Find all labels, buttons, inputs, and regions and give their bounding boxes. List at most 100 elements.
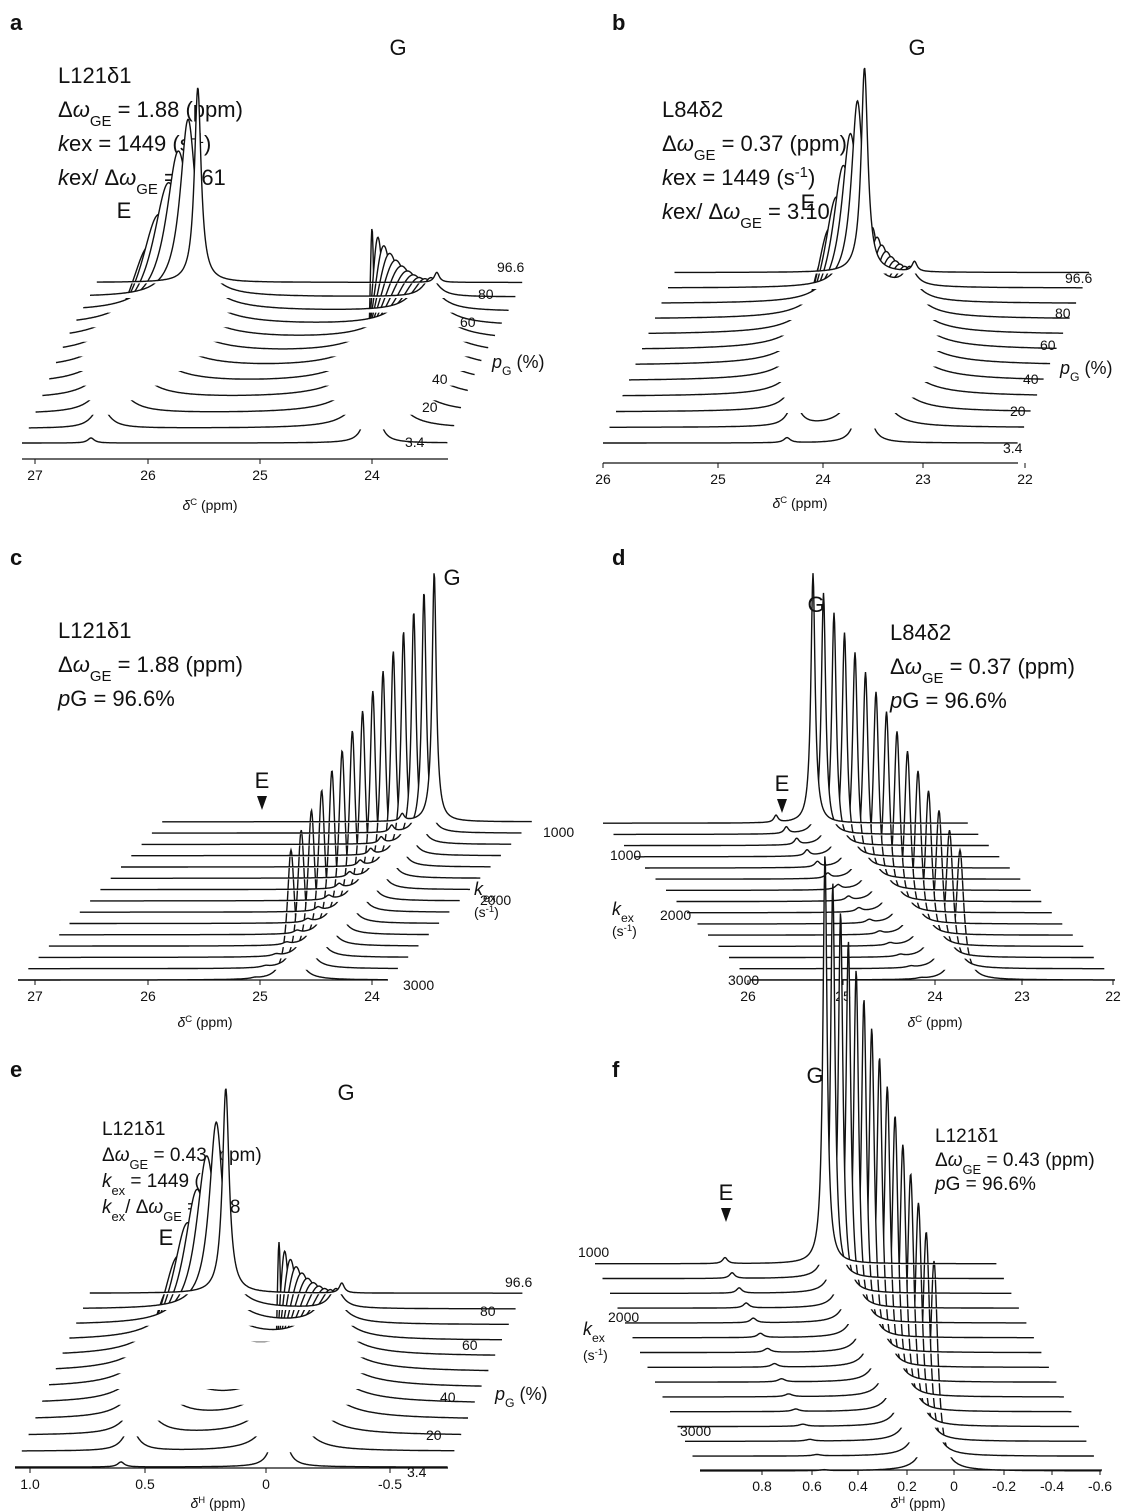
x-tick-label: 27 <box>27 467 43 483</box>
x-tick-label: 27 <box>27 988 43 1004</box>
x-tick-label: 26 <box>140 988 156 1004</box>
spectrum-trace <box>79 730 450 913</box>
spectrum-trace <box>613 592 979 836</box>
info-line: L84δ2 <box>662 97 723 122</box>
series-label: pG (%) <box>1059 358 1113 384</box>
spectrum-trace <box>38 807 409 959</box>
spectrum-trace <box>110 671 481 879</box>
trace-label: 96.6 <box>505 1274 532 1290</box>
x-tick-label: 24 <box>927 988 943 1004</box>
series-unit: (s-1) <box>612 923 637 940</box>
panel-letter: d <box>612 545 625 570</box>
trace-label: 60 <box>1040 337 1056 353</box>
x-tick-label: 26 <box>740 988 756 1004</box>
series-label: kex <box>612 899 634 925</box>
info-line: L121δ1 <box>58 63 131 88</box>
spectrum-trace <box>603 573 968 824</box>
trace-label: 3.4 <box>405 434 425 450</box>
spectrum-trace <box>151 593 522 834</box>
spectrum-trace <box>28 829 398 970</box>
panel-letter: b <box>612 10 625 35</box>
trace-label: 20 <box>426 1427 442 1443</box>
spectrum-trace <box>617 941 1019 1309</box>
panel-c: c L121δ1 ΔωGE = 1.88 (ppm)pG = 96.6% 27 26 25… <box>10 545 574 1030</box>
peak-label-g: G <box>337 1080 354 1105</box>
spectrum-trace <box>739 830 1105 970</box>
spectrum-trace <box>76 1155 509 1325</box>
x-tick-label: 25 <box>710 471 726 487</box>
spectrum-trace <box>89 1088 523 1294</box>
trace-label: 2000 <box>480 892 511 908</box>
spectrum-trace <box>28 1258 462 1436</box>
spectrum-trace <box>718 790 1084 947</box>
x-tick-label: 0 <box>950 1478 958 1494</box>
x-tick-label: 26 <box>595 471 611 487</box>
spectrum-trace <box>655 1086 1057 1383</box>
spectrum-trace <box>90 710 460 902</box>
spectrum-trace <box>609 214 1025 428</box>
peak-label-g: G <box>806 1063 823 1088</box>
x-tick-label: -0.5 <box>378 1476 402 1492</box>
panel-letter: a <box>10 10 23 35</box>
spectrum-trace <box>21 1249 455 1452</box>
trace-label: 20 <box>422 399 438 415</box>
info-line: ΔωGE = 1.88 (ppm) <box>58 652 243 685</box>
panel-f: f L121δ1 ΔωGE = 0.43 (ppm)pG = 96.6% 0.8 0.6… <box>578 856 1112 1511</box>
peak-label-e: E <box>255 768 270 793</box>
spectrum-trace <box>69 1188 502 1341</box>
trace-label: 3.4 <box>407 1464 427 1480</box>
series-label: pG (%) <box>494 1384 548 1410</box>
info-line: L121δ1 <box>935 1126 998 1147</box>
peak-label-e: E <box>775 771 790 796</box>
trace-label: 40 <box>432 371 448 387</box>
spectrum-trace <box>141 613 512 846</box>
spectrum-trace <box>674 67 1090 274</box>
panel-letter: e <box>10 1057 22 1082</box>
x-axis-label: δC (ppm) <box>907 1014 962 1031</box>
spectrum-trace <box>59 770 429 936</box>
panel-letter: f <box>612 1057 620 1082</box>
x-tick-label: -0.2 <box>992 1478 1016 1494</box>
spectrum-trace <box>96 87 523 284</box>
info-line: L84δ2 <box>890 620 951 645</box>
peak-label-e: E <box>801 190 816 215</box>
peak-label-e: E <box>117 198 132 223</box>
spectrum-trace <box>48 788 419 947</box>
x-tick-label: 22 <box>1105 988 1121 1004</box>
spectrum-trace <box>697 751 1063 925</box>
spectrum-trace <box>624 612 989 847</box>
series-label: kex <box>474 879 496 905</box>
spectrum-trace <box>83 1120 516 1310</box>
x-tick-label: 0.8 <box>752 1478 772 1494</box>
info-line: L121δ1 <box>102 1119 165 1140</box>
spectrum-trace <box>69 749 440 925</box>
series-unit: (s-1) <box>583 1347 608 1364</box>
arrow-down-icon <box>257 796 267 810</box>
trace-label: 96.6 <box>1065 270 1092 286</box>
spectrum-trace <box>640 1028 1042 1354</box>
x-tick-label: 23 <box>915 471 931 487</box>
trace-label: 1000 <box>610 847 641 863</box>
trace-label: 40 <box>1023 371 1039 387</box>
trace-label: 3000 <box>680 1423 711 1439</box>
trace-label: 80 <box>1055 305 1071 321</box>
trace-label: 2000 <box>660 907 691 923</box>
trace-label: 80 <box>480 1303 496 1319</box>
peak-label-g: G <box>443 565 460 590</box>
spectrum-trace <box>162 573 532 823</box>
spectrum-trace <box>655 671 1021 880</box>
peak-label-g: G <box>908 35 925 60</box>
x-axis-label: δC (ppm) <box>772 495 827 512</box>
info-line: L121δ1 <box>58 618 131 643</box>
spectrum-trace <box>131 632 501 857</box>
trace-mask <box>151 594 522 835</box>
spectrum-trace <box>634 632 1000 858</box>
info-line: pG = 96.6% <box>57 686 175 711</box>
trace-label: 20 <box>1010 403 1026 419</box>
trace-label: 1000 <box>543 824 574 840</box>
x-tick-label: 24 <box>364 988 380 1004</box>
x-tick-label: 24 <box>364 467 380 483</box>
